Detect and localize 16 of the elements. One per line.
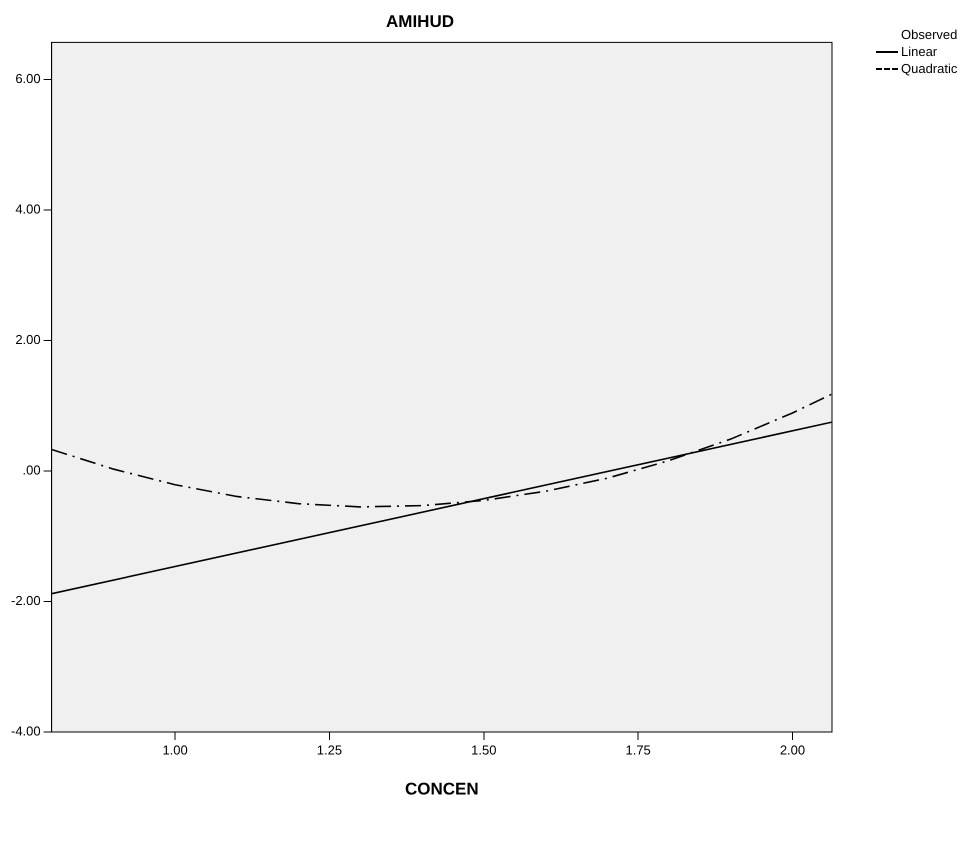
y-tick-label: .00 [22, 462, 41, 478]
y-tick-label: -2.00 [10, 593, 41, 608]
x-tick-label: 1.25 [316, 742, 342, 758]
y-tick-label: 4.00 [15, 202, 41, 217]
x-tick-label: 1.00 [162, 742, 188, 758]
x-tick-label: 2.00 [780, 742, 806, 758]
legend-label: Quadratic [901, 61, 958, 76]
y-tick-label: 6.00 [15, 71, 41, 86]
legend-label: Linear [901, 44, 938, 59]
y-tick-label: 2.00 [15, 332, 41, 348]
y-tick-label: -4.00 [10, 724, 41, 739]
x-axis-title: CONCEN [404, 779, 479, 798]
x-tick-label: 1.75 [625, 742, 651, 758]
legend-label: Observed [901, 27, 958, 42]
x-tick-label: 1.50 [471, 742, 496, 758]
chart-title: AMIHUD [386, 12, 454, 31]
